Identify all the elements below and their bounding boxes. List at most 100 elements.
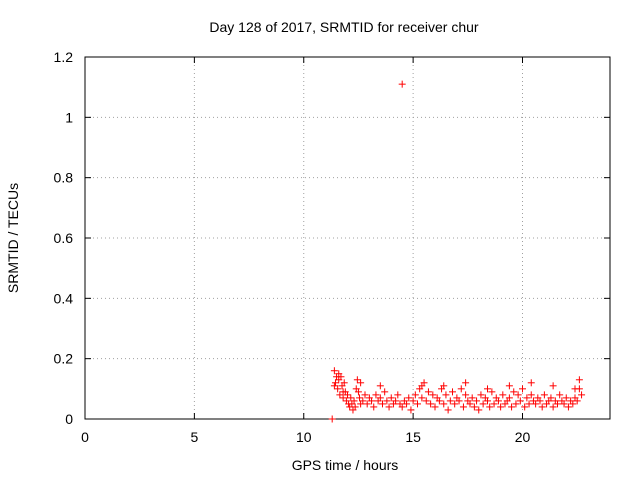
y-tick-label: 0 <box>65 411 73 427</box>
data-points <box>328 80 586 423</box>
data-point <box>351 403 359 411</box>
data-point <box>383 397 391 405</box>
data-point <box>381 388 389 396</box>
data-point <box>328 415 336 423</box>
data-point <box>455 397 463 405</box>
data-point <box>347 394 355 402</box>
data-point <box>494 397 502 405</box>
data-point <box>334 385 342 393</box>
data-point <box>405 394 413 402</box>
y-tick-label: 0.6 <box>54 230 74 246</box>
data-point <box>330 382 338 390</box>
data-point <box>394 391 402 399</box>
data-point <box>514 391 522 399</box>
data-point <box>335 370 343 378</box>
data-point <box>466 400 474 408</box>
data-point <box>411 391 419 399</box>
data-point <box>336 391 344 399</box>
data-point <box>512 400 520 408</box>
data-point <box>339 394 347 402</box>
data-point <box>418 394 426 402</box>
data-point <box>573 397 581 405</box>
data-point <box>398 80 406 88</box>
x-axis-label: GPS time / hours <box>292 457 399 473</box>
data-point <box>484 397 491 405</box>
data-point <box>516 397 524 405</box>
data-point <box>490 400 498 408</box>
data-point <box>525 400 533 408</box>
data-point <box>562 394 570 402</box>
x-tick-label: 15 <box>405 429 421 445</box>
y-tick-label: 1 <box>65 109 73 125</box>
x-tick-label: 20 <box>515 429 531 445</box>
data-point <box>538 403 546 411</box>
data-point <box>575 376 583 384</box>
data-point <box>446 397 454 405</box>
data-point <box>527 379 535 387</box>
data-point <box>372 391 380 399</box>
data-point <box>488 388 496 396</box>
y-tick-label: 1.2 <box>54 49 74 65</box>
data-point <box>473 397 481 405</box>
data-point <box>429 391 437 399</box>
x-tick-label: 10 <box>296 429 312 445</box>
data-point <box>376 394 384 402</box>
data-point <box>462 379 470 387</box>
data-point <box>350 397 358 405</box>
data-point <box>440 382 448 390</box>
chart-title: Day 128 of 2017, SRMTID for receiver chu… <box>209 19 479 35</box>
data-point <box>398 403 406 411</box>
data-point <box>475 406 483 414</box>
data-point <box>331 379 339 387</box>
data-point <box>484 385 491 393</box>
data-point <box>435 397 443 405</box>
data-point <box>427 400 435 408</box>
data-point <box>444 406 452 414</box>
data-point <box>363 400 371 408</box>
data-point <box>387 394 395 402</box>
data-point <box>339 388 347 396</box>
data-point <box>422 397 430 405</box>
x-tick-label: 0 <box>81 429 89 445</box>
data-point <box>499 391 507 399</box>
data-point <box>409 397 417 405</box>
data-point <box>497 403 505 411</box>
data-point <box>353 376 361 384</box>
data-point <box>440 400 448 408</box>
data-point <box>556 391 564 399</box>
data-point <box>549 382 557 390</box>
data-point <box>361 391 369 399</box>
data-point <box>536 397 544 405</box>
x-axis-ticks: 0 5 10 15 20 <box>81 57 530 445</box>
data-point <box>560 400 568 408</box>
data-point <box>403 400 411 408</box>
data-point <box>470 403 478 411</box>
data-point <box>344 391 351 399</box>
data-point <box>479 400 487 408</box>
data-point <box>424 388 432 396</box>
data-point <box>521 403 529 411</box>
data-point <box>431 403 439 411</box>
data-point <box>457 385 465 393</box>
y-axis-ticks: 0 0.2 0.4 0.6 0.8 1 1.2 <box>54 49 610 427</box>
x-tick-label: 5 <box>190 429 198 445</box>
data-point <box>330 367 338 375</box>
data-point <box>340 379 348 387</box>
data-point <box>468 394 476 402</box>
data-point <box>392 397 400 405</box>
data-point <box>442 391 450 399</box>
data-point <box>508 403 516 411</box>
data-point <box>486 403 494 411</box>
data-point <box>356 394 364 402</box>
data-point <box>549 403 557 411</box>
data-point <box>564 403 572 411</box>
data-point <box>519 385 526 393</box>
data-point <box>547 394 555 402</box>
data-point <box>578 391 586 399</box>
data-point <box>540 391 548 399</box>
data-point <box>510 388 518 396</box>
y-axis-label: SRMTID / TECUs <box>5 183 21 293</box>
data-point <box>532 400 540 408</box>
data-point <box>449 388 456 396</box>
data-point <box>379 400 386 408</box>
